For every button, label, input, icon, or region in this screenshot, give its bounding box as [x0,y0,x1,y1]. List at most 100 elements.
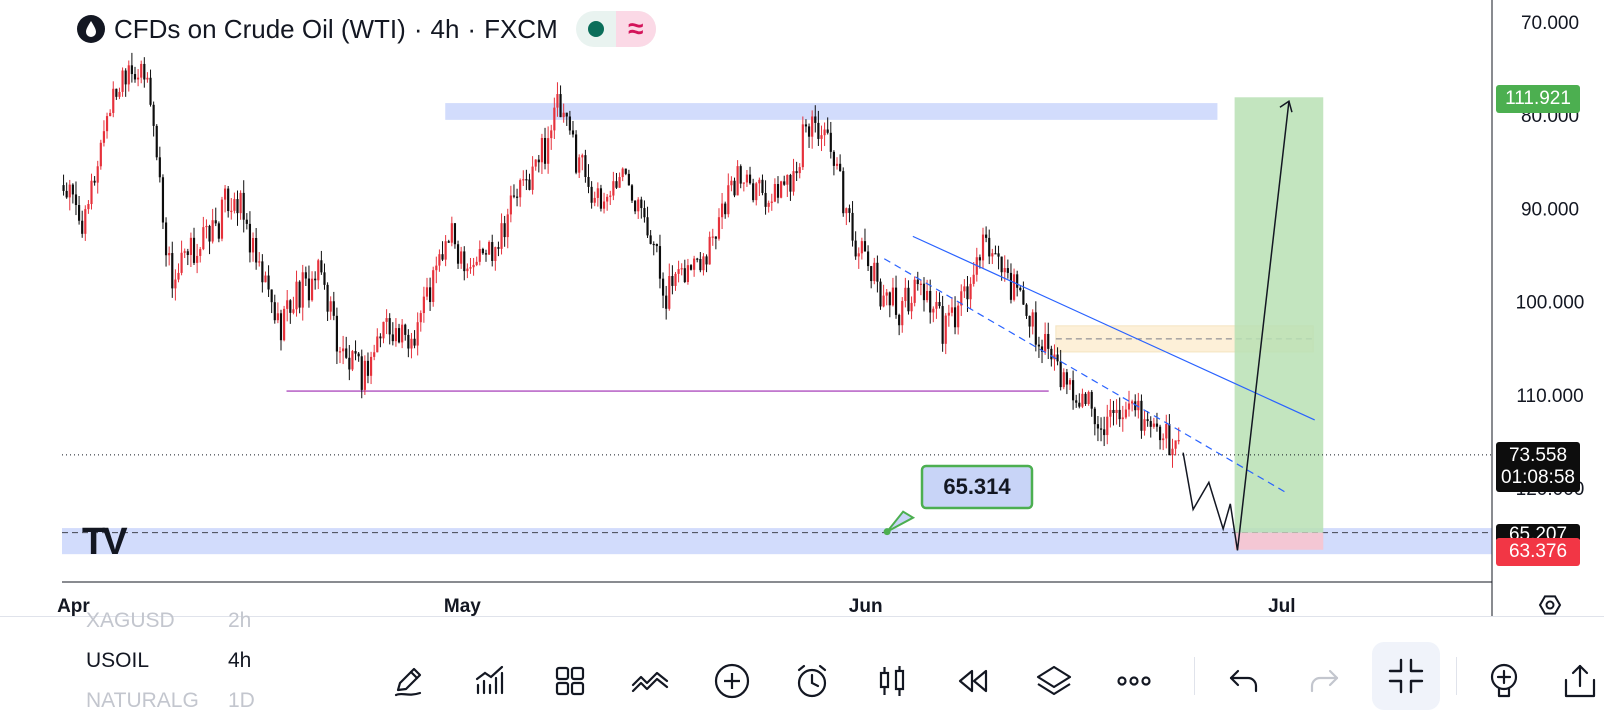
candle-body [419,313,422,323]
candle [422,286,425,323]
candle-body [845,208,848,214]
candle [960,284,963,316]
candle [1034,301,1037,352]
candle [668,263,671,311]
candle [584,149,587,183]
candle-body [450,223,453,243]
candle [329,296,332,320]
candle-body [283,308,286,341]
indicators-icon[interactable] [466,657,514,705]
candle-body [1155,423,1159,427]
add-icon[interactable] [708,657,756,705]
candle-body [65,190,68,198]
redo-icon[interactable] [1300,657,1348,705]
candle [410,332,413,359]
candle-body [857,253,860,257]
candle-body [783,181,786,185]
watchlist-symbol[interactable]: XAGUSD [86,609,175,632]
candle [143,57,146,88]
candle-body [1003,268,1006,273]
candle-body [205,225,208,228]
candle [295,270,298,317]
wave-icon: ≈ [615,11,656,47]
candle [401,319,404,349]
candle-body [202,227,205,250]
candle [509,185,512,223]
candle [152,101,155,137]
candle [1140,394,1143,439]
candle [177,263,180,283]
share-icon[interactable] [1560,657,1604,705]
watchlist-interval[interactable]: 1D [228,689,255,712]
candle-body [447,241,450,243]
fullscreen-exit-icon[interactable] [1372,642,1440,710]
candle [829,121,832,159]
candle-body [904,287,907,301]
candle-body [478,248,481,262]
candle-body [761,179,764,193]
candle-body [727,185,730,215]
candle [621,167,624,182]
candle [711,228,714,246]
market-status[interactable]: ≈ [575,11,656,47]
candle [894,275,898,319]
candle [155,124,158,161]
candle-body [102,131,106,143]
candle [491,234,494,267]
candle-body [429,287,432,302]
candle-body [196,255,199,263]
add-indicator-icon[interactable] [1480,657,1528,705]
candle-body [981,234,985,261]
candle-body [823,129,826,136]
candle-body [1143,419,1146,431]
watchlist-interval[interactable]: 2h [228,609,252,632]
chart-title[interactable]: CFDs on Crude Oil (WTI) · 4h · FXCM ≈ [76,10,656,48]
undo-icon[interactable] [1220,657,1268,705]
candle-body [894,287,898,315]
candle-body [416,322,419,346]
candle-body [525,179,528,181]
candle [575,130,578,175]
candle [261,254,264,293]
candle [205,219,208,239]
candle [1037,336,1041,358]
candle [146,72,149,83]
candle-body [978,257,981,261]
drawing-tools-icon[interactable] [626,657,674,705]
more-icon[interactable] [1110,657,1158,705]
candle-body [891,287,895,306]
candle-body [714,236,717,239]
candle [1165,414,1168,449]
candle-body [671,276,674,286]
templates-icon[interactable] [546,657,594,705]
layers-icon[interactable] [1030,657,1078,705]
candle-body [717,217,721,239]
candle-body [133,74,137,80]
candle-body [556,94,559,108]
replay-icon[interactable] [948,657,996,705]
candle [137,69,140,87]
candle-body [537,159,540,163]
pencil-icon[interactable] [384,657,432,705]
candle [345,336,348,359]
candle-body [699,259,702,271]
alert-icon[interactable] [788,657,836,705]
candle [966,275,969,312]
candle [432,266,435,307]
candle [124,68,127,97]
candle-body [634,200,637,212]
candle [1158,424,1162,450]
candle [730,176,733,192]
candle-body [1112,409,1115,414]
candles-icon[interactable] [868,657,916,705]
watchlist-interval[interactable]: 4h [228,649,252,672]
tradingview-logo: TV [82,521,128,563]
candle [189,232,192,268]
watchlist-symbol[interactable]: USOIL [86,649,150,672]
candle-body [1044,333,1047,352]
candle-body [1053,354,1056,360]
watchlist-symbol[interactable]: NATURALG [86,689,199,712]
candle-body [453,223,457,245]
target-box [1234,97,1324,533]
